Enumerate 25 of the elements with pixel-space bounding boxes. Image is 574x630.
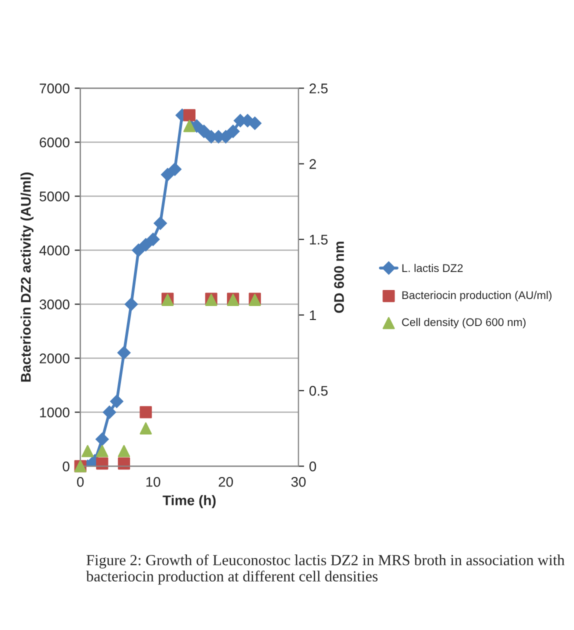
legend-label: Bacteriocin production (AU/ml) — [402, 290, 552, 302]
x-tick-label: 0 — [77, 476, 84, 487]
caption: Figure 2: Growth of Leuconostoc lactis DZ2 in MRS broth in association with bacteriocin production at different cell densities — [86, 554, 565, 585]
y2-axis-title: OD 600 nm — [334, 242, 344, 313]
y2-tick-label: 2.5 — [310, 84, 328, 94]
y-tick-label: 4000 — [39, 246, 70, 256]
y2-tick-label: 1 — [310, 310, 316, 320]
y2-tick-label: 2 — [310, 159, 316, 169]
y2-tick-label: 0 — [309, 462, 316, 472]
y-tick-label: 6000 — [40, 138, 70, 148]
legend-label: Cell density (OD 600 nm) — [402, 318, 526, 328]
y-tick-label: 2000 — [40, 354, 70, 364]
x-tick-label: 20 — [218, 476, 233, 487]
y-tick-label: 0 — [62, 462, 70, 472]
y-axis-title: Bacteriocin DZ2 activity (AU/ml) — [20, 172, 34, 382]
y2-tick-label: 1.5 — [310, 234, 328, 245]
y-tick-label: 1000 — [40, 408, 70, 418]
legend-label: L. lactis DZ2 — [402, 264, 463, 272]
x-axis-title: Time (h) — [162, 495, 216, 508]
y-tick-label: 7000 — [40, 84, 70, 94]
x-tick-label: 30 — [291, 476, 306, 487]
x-tick-label: 10 — [146, 476, 160, 487]
y-tick-label: 5000 — [40, 192, 70, 202]
y2-tick-label: 0.5 — [309, 386, 328, 396]
y-tick-label: 3000 — [40, 300, 70, 310]
